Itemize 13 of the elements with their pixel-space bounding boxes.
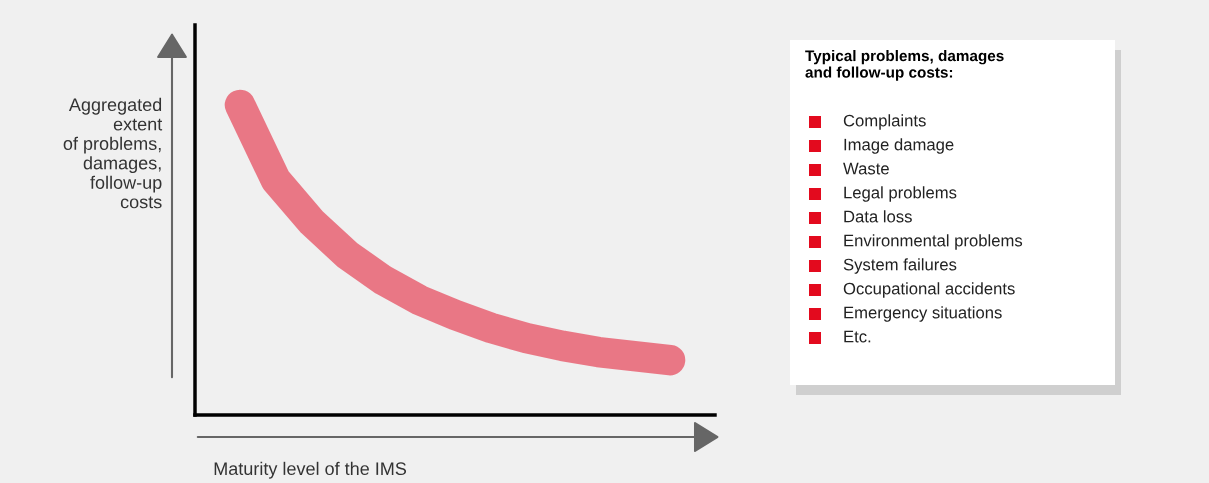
text: Legal problems bbox=[844, 186, 957, 202]
text: Etc. bbox=[844, 330, 871, 343]
text: Occupational accidents bbox=[843, 282, 1015, 298]
text: Emergency situations bbox=[844, 306, 1002, 322]
text: System failures bbox=[843, 258, 957, 274]
text: Image damage bbox=[844, 138, 954, 154]
text: Data loss bbox=[844, 210, 912, 223]
text: Waste bbox=[843, 162, 889, 175]
text: Environmental problems bbox=[844, 234, 1023, 250]
text: Typical problems, damages and follow-up costs: bbox=[805, 50, 1004, 81]
y-axis-title: Aggregated extent of problems, damages, follow-up costs bbox=[63, 97, 163, 209]
x-axis-title: Maturity level of the IMS bbox=[214, 461, 407, 479]
text: Complaints bbox=[843, 114, 926, 130]
